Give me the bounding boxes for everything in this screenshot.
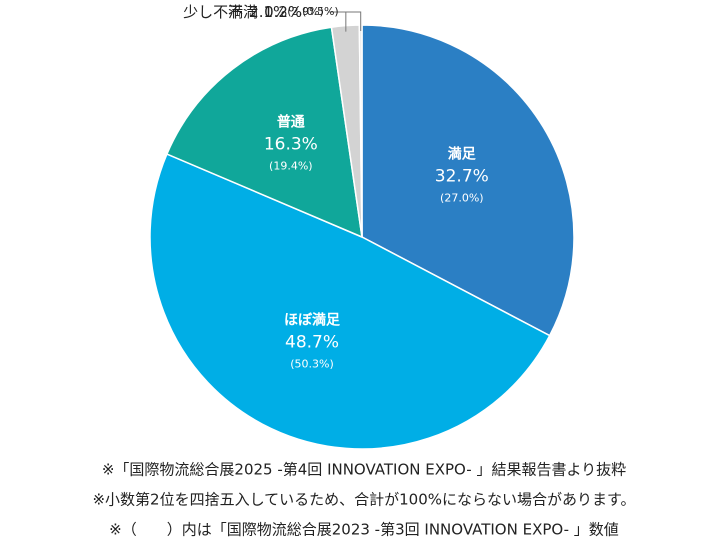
outside-label: 少し不満 2.1%(2.9%) [183, 3, 324, 21]
pie-slice [361, 24, 575, 337]
slice-name: 不満 [228, 3, 258, 21]
value-label: 48.7% [285, 332, 339, 352]
value-label: 16.3% [264, 135, 318, 155]
previous-value: (50.3%) [290, 357, 334, 370]
slice-name: 少し不満 [183, 3, 243, 21]
previous-value: (19.4%) [269, 160, 313, 173]
previous-value: (27.0%) [440, 192, 484, 205]
outside-label: 不満 0.2%(0.5%) [228, 3, 339, 21]
slice-value: 48.7% [285, 332, 339, 352]
leader-line [342, 11, 362, 32]
slice-name: 満足 [448, 146, 477, 163]
note: ※（ ）内は「国際物流総合展2023 -第3回 INNOVATION EXPO-… [109, 521, 619, 539]
pie-slice [149, 153, 551, 450]
note: ※「国際物流総合展2025 -第4回 INNOVATION EXPO- 」結果報… [102, 461, 626, 479]
pie-slice [165, 26, 363, 239]
value-label: 2.1% [249, 3, 287, 21]
previous-value: (0.5%) [302, 5, 339, 18]
slice-value: 16.3% [264, 135, 318, 155]
slice-name: 普通 [277, 114, 305, 131]
slice-value: 32.7% [435, 167, 489, 187]
slice-name: ほぼ満足 [284, 311, 341, 328]
value-label: 32.7% [435, 167, 489, 187]
previous-value: (2.9%) [287, 5, 324, 18]
note: ※小数第2位を四捨五入しているため、合計が100%にならない場合があります。 [92, 491, 635, 509]
value-label: 0.2% [264, 3, 302, 21]
